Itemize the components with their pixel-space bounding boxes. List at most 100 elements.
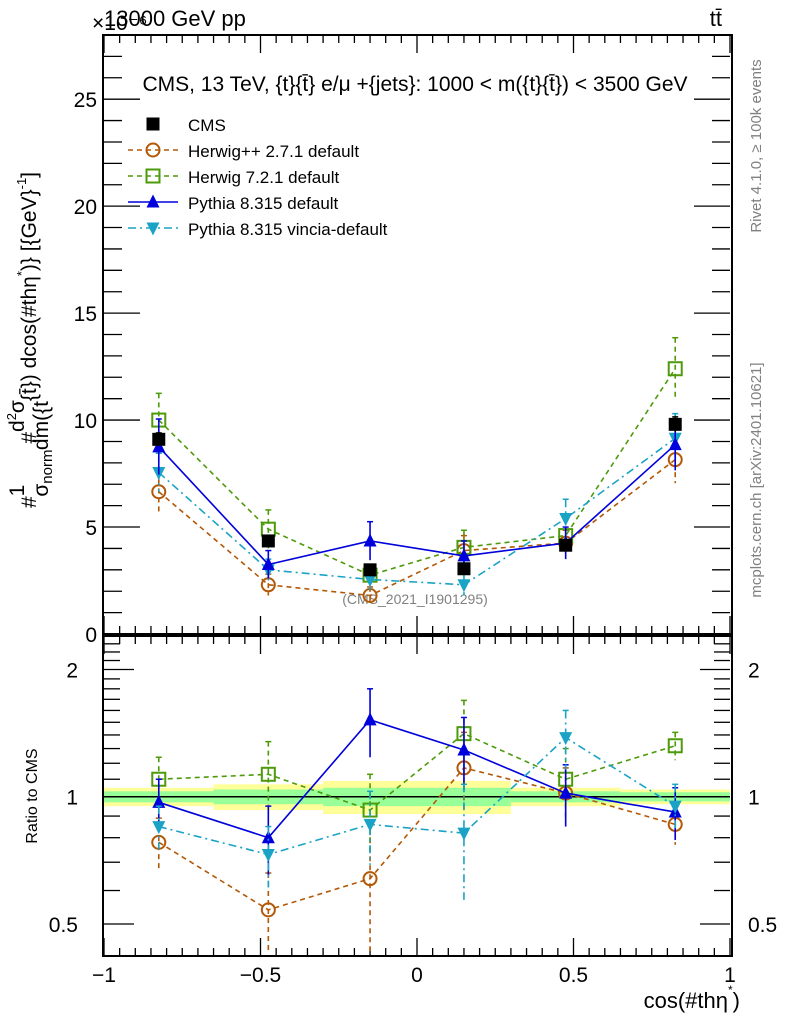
marker-cms xyxy=(559,538,573,552)
marker-vin xyxy=(457,579,471,593)
ratio-plot-frame xyxy=(102,35,733,957)
marker-py xyxy=(559,785,573,799)
legend-marker-h7 xyxy=(145,168,161,184)
marker-py xyxy=(152,794,166,808)
x-tick-label: 0.5 xyxy=(559,964,588,987)
main-y-tick-label: 20 xyxy=(74,196,97,219)
main-plot-frame xyxy=(102,34,733,956)
y-label-line: #1σnorm #d2σdm({t{t̄}) dcos(#thη*)} [{Ge… xyxy=(4,172,56,508)
marker-cms xyxy=(457,562,471,576)
marker-vin xyxy=(668,800,682,814)
ratio-y-tick-label: 0.5 xyxy=(49,914,78,937)
main-y-tick-label: 15 xyxy=(74,303,97,326)
legend-label-cms: CMS xyxy=(188,116,226,135)
ratio-data-layer xyxy=(151,688,683,952)
series-hpp xyxy=(151,435,683,605)
series-line-h7 xyxy=(158,732,676,811)
marker-h7 xyxy=(260,766,276,782)
main-y-axis-label-full: #1σnorm #d2σdm({t{t̄}) dcos(#thη*)} [{Ge… xyxy=(4,172,56,508)
marker-vin xyxy=(152,821,166,835)
marker-vin xyxy=(559,512,573,526)
series-hpp xyxy=(151,731,683,952)
marker-vin xyxy=(261,849,275,863)
marker-vin xyxy=(559,732,573,746)
marker-cms xyxy=(152,432,166,446)
marker-py xyxy=(668,437,682,451)
plot-title: CMS, 13 TeV, {t}{t̄} e/μ +{jets}: 1000 <… xyxy=(142,73,687,96)
ratio-y-tick-label-right: 0.5 xyxy=(748,914,777,937)
legend: CMS Herwig++ 2.7.1 default Herwig 7.2.1 de… xyxy=(128,116,388,239)
ylabel-suffix-sup: * xyxy=(14,271,29,276)
rivet-version-label: Rivet 4.1.0, ≥ 100k events xyxy=(748,59,765,232)
x-tick-label: −0.5 xyxy=(240,964,281,987)
marker-vin xyxy=(363,818,377,832)
series-line-vin xyxy=(158,736,676,856)
legend-label-h7: Herwig 7.2.1 default xyxy=(188,168,339,187)
ylabel-suffix: {t̄}) dcos(#thη xyxy=(18,276,41,401)
series-cms xyxy=(152,416,682,577)
marker-py xyxy=(261,830,275,844)
ratio-y-tick-label-right: 1 xyxy=(748,787,760,810)
marker-cms xyxy=(668,417,682,431)
main-y-tick-labels: 0 5 10 15 20 25 xyxy=(74,89,97,647)
legend-item-cms: CMS xyxy=(146,116,226,135)
series-line-py xyxy=(158,718,676,839)
series-line-hpp xyxy=(158,459,676,597)
legend-marker-hpp xyxy=(145,142,161,158)
ylabel-frac2-tail: σ xyxy=(6,400,29,413)
marker-py xyxy=(363,712,377,726)
ylabel-frac1-den: σ xyxy=(30,484,53,497)
marker-h7 xyxy=(667,738,683,754)
series-vin xyxy=(152,412,682,596)
ratio-y-tick-label: 1 xyxy=(66,787,78,810)
legend-item-py: Pythia 8.315 default xyxy=(128,194,339,213)
main-data-layer xyxy=(151,336,683,605)
x-tick-label: 0 xyxy=(411,964,423,987)
analysis-watermark: (CMS_2021_I1901295) xyxy=(342,591,488,607)
x-axis-label: cos(#thη*) xyxy=(644,983,740,1013)
marker-cms xyxy=(261,534,275,548)
legend-item-hpp: Herwig++ 2.7.1 default xyxy=(128,142,359,161)
marker-h7 xyxy=(667,361,683,377)
ratio-y-tick-label: 2 xyxy=(66,659,78,682)
main-y-tick-label: 25 xyxy=(74,89,97,112)
marker-vin xyxy=(363,573,377,587)
marker-hpp xyxy=(151,484,167,500)
marker-hpp xyxy=(362,871,378,887)
ylabel-frac2-den: dm({t xyxy=(30,401,53,450)
legend-marker-vin xyxy=(146,222,160,236)
series-line-vin xyxy=(158,437,676,586)
marker-py xyxy=(261,556,275,570)
mcplots-label: mcplots.cern.ch [arXiv:2401.10621] xyxy=(748,362,765,597)
ylabel-hash: # xyxy=(18,496,41,508)
ratio-y-tick-label-right: 2 xyxy=(748,659,760,682)
marker-vin xyxy=(457,827,471,841)
series-h7 xyxy=(151,699,683,855)
x-tick-labels: −1 −0.5 0 0.5 1 xyxy=(92,964,736,987)
marker-py xyxy=(457,742,471,756)
ratio-frame-border xyxy=(102,635,733,957)
process-label: tt̄ xyxy=(710,6,722,31)
exponent-label: ×10⁻⁶ xyxy=(92,12,147,35)
main-y-axis-label-text: #1σnorm #d2σdm({t{t̄}) dcos(#thη*)} [{Ge… xyxy=(4,172,56,508)
legend-marker-py xyxy=(146,194,160,208)
legend-item-h7: Herwig 7.2.1 default xyxy=(128,168,339,187)
marker-py xyxy=(457,548,471,562)
marker-py xyxy=(363,533,377,547)
ylabel-frac2-sup: 2 xyxy=(4,413,19,420)
x-label-main: cos(#thη xyxy=(644,988,728,1013)
ylabel-suffix-tail: )} [{GeV} xyxy=(18,189,41,271)
ylabel-unit-tail: ] xyxy=(18,172,41,178)
ratio-y-axis-label: Ratio to CMS xyxy=(24,748,41,843)
x-tick-label: −1 xyxy=(92,964,116,987)
ratio-uncertainty-bands xyxy=(104,780,730,815)
series-line-py xyxy=(158,444,676,566)
ylabel-hash2: # xyxy=(18,432,41,450)
energy-label: 13000 GeV pp xyxy=(104,6,246,31)
ylabel-unit-sup: -1 xyxy=(14,178,29,190)
marker-cms xyxy=(363,563,377,577)
series-py xyxy=(152,418,682,579)
legend-marker-cms xyxy=(146,117,160,131)
ylabel-frac1-sub: norm xyxy=(39,450,56,484)
x-tick-label: 1 xyxy=(724,964,736,987)
